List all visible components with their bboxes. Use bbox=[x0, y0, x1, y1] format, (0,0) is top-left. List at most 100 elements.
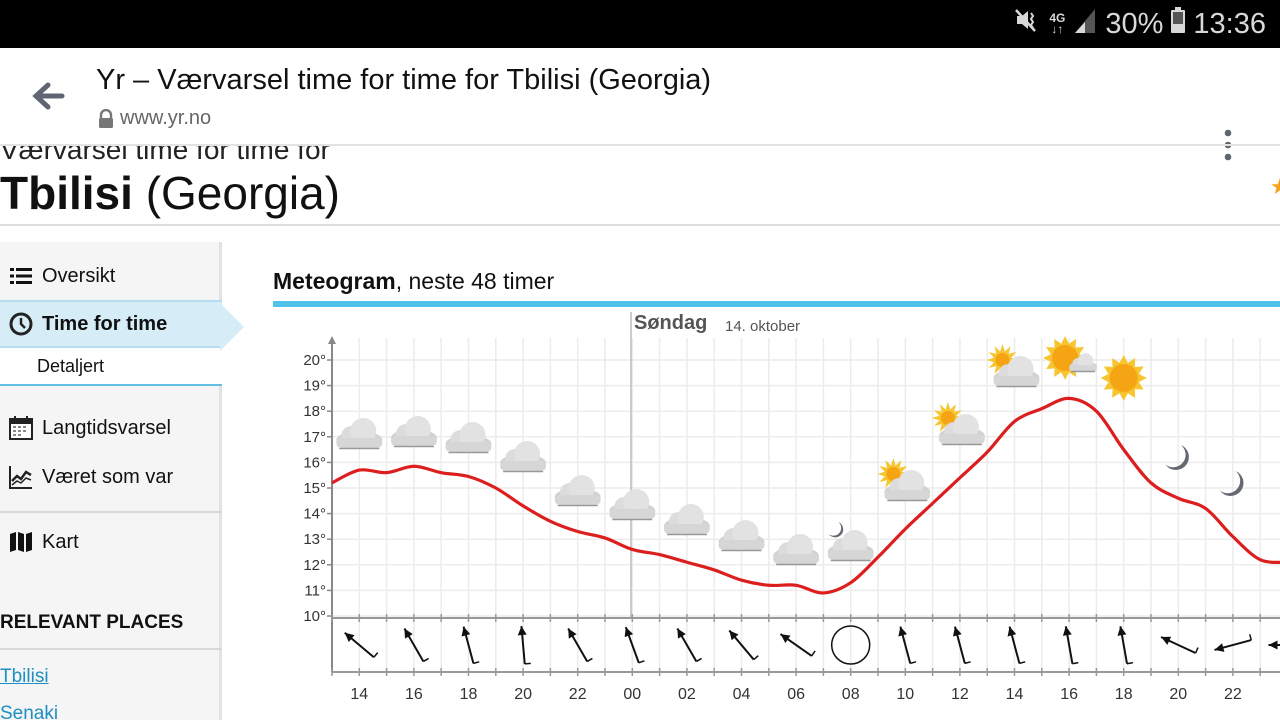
svg-text:02: 02 bbox=[678, 686, 696, 703]
svg-text:10: 10 bbox=[896, 686, 914, 703]
browser-page-title: Yr – Værvarsel time for time for Tbilisi… bbox=[96, 64, 712, 96]
meteogram-title-bold: Meteogram bbox=[273, 268, 396, 294]
wind-arrow-icon bbox=[1268, 640, 1280, 650]
clear-night-icon bbox=[1219, 471, 1244, 497]
svg-text:04: 04 bbox=[733, 686, 751, 703]
cloudy-icon bbox=[500, 441, 547, 473]
sidebar-item-langtidsvarsel[interactable]: Langtidsvarsel bbox=[0, 406, 222, 450]
sidebar-item-label: Kart bbox=[42, 530, 79, 553]
sidebar-item-label: Langtidsvarsel bbox=[42, 416, 171, 439]
battery-icon bbox=[1171, 7, 1186, 41]
status-bar: 4G ↓↑ 30% 13:36 bbox=[0, 0, 1280, 48]
wind-arrow-icon bbox=[1062, 626, 1079, 665]
divider bbox=[0, 224, 1280, 226]
wind-arrow-icon bbox=[1007, 626, 1026, 665]
meteogram-title-rest: , neste 48 timer bbox=[395, 268, 555, 294]
cloudy-night-icon bbox=[827, 522, 874, 562]
divider bbox=[0, 511, 222, 513]
svg-text:00: 00 bbox=[623, 686, 641, 703]
page-content: Værvarsel time for time for Tbilisi (Geo… bbox=[0, 144, 1280, 720]
sidebar-item-oversikt[interactable]: Oversikt bbox=[0, 254, 222, 298]
url-text: www.yr.no bbox=[120, 107, 212, 129]
day-label: Søndag bbox=[634, 312, 708, 334]
svg-text:16: 16 bbox=[1060, 686, 1078, 703]
cloudy-icon bbox=[609, 489, 656, 521]
sidebar-item-detaljert[interactable]: Detaljert bbox=[0, 348, 222, 386]
sidebar-item-label: Været som var bbox=[42, 465, 174, 488]
svg-text:16°: 16° bbox=[303, 454, 326, 471]
partly-cloudy-day-icon bbox=[986, 344, 1040, 388]
wind-arrow-icon bbox=[898, 626, 917, 665]
place-country: (Georgia) bbox=[145, 167, 340, 219]
page-title: Tbilisi (Georgia) bbox=[0, 166, 340, 220]
sidebar-item-time-for-time[interactable]: Time for time bbox=[0, 300, 222, 348]
cloudy-icon bbox=[663, 504, 710, 536]
signal-icon bbox=[1073, 7, 1097, 41]
svg-text:17°: 17° bbox=[303, 429, 326, 446]
cloudy-icon bbox=[445, 422, 492, 454]
clock-time: 13:36 bbox=[1193, 7, 1266, 40]
svg-text:08: 08 bbox=[842, 686, 860, 703]
relevant-places-heading: RELEVANT PLACES bbox=[0, 612, 184, 633]
svg-text:18: 18 bbox=[1115, 686, 1133, 703]
clock-icon bbox=[8, 312, 34, 336]
cloudy-icon bbox=[718, 520, 765, 552]
list-icon bbox=[8, 264, 34, 288]
svg-text:12: 12 bbox=[951, 686, 969, 703]
relevant-place-link[interactable]: Tbilisi bbox=[0, 666, 49, 687]
svg-text:13°: 13° bbox=[303, 531, 326, 548]
wind-arrow-icon bbox=[567, 628, 593, 663]
lock-icon bbox=[99, 108, 113, 128]
svg-text:14: 14 bbox=[350, 686, 368, 703]
clear-day-icon bbox=[1100, 355, 1147, 401]
svg-text:15°: 15° bbox=[303, 480, 326, 497]
meteogram-chart: 10° 11° 12° 13° 14° 15° 16° 17° 18° 19° 20° 14 16 18 2… bbox=[303, 312, 1280, 703]
relevant-place-link[interactable]: Senaki bbox=[0, 703, 59, 720]
svg-text:20°: 20° bbox=[303, 352, 326, 369]
fair-day-icon bbox=[1043, 336, 1097, 380]
svg-text:22: 22 bbox=[569, 686, 587, 703]
clear-night-icon bbox=[1165, 445, 1189, 471]
meteogram-title: Meteogram, neste 48 timer bbox=[273, 268, 554, 295]
cloudy-icon bbox=[773, 534, 820, 566]
sidebar-item-label: Detaljert bbox=[37, 355, 105, 376]
svg-text:20: 20 bbox=[1169, 686, 1187, 703]
wind-arrow-icon bbox=[344, 632, 379, 658]
svg-text:10°: 10° bbox=[303, 608, 326, 625]
partly-cloudy-day-icon bbox=[877, 458, 931, 502]
page-subheading: Værvarsel time for time for bbox=[0, 144, 330, 165]
wind-arrow-icon bbox=[779, 633, 816, 657]
wind-arrow-icon bbox=[461, 626, 480, 665]
arrow-left-icon bbox=[32, 82, 65, 110]
sidebar-item-vaeret-som-var[interactable]: Været som var bbox=[0, 455, 222, 499]
sidebar-item-kart[interactable]: Kart bbox=[0, 520, 222, 564]
meteogram-accent-bar bbox=[273, 301, 1280, 307]
svg-text:11°: 11° bbox=[304, 582, 326, 599]
4g-data-icon: 4G ↓↑ bbox=[1049, 11, 1066, 36]
browser-toolbar bbox=[0, 48, 1280, 161]
svg-text:18°: 18° bbox=[303, 403, 326, 420]
battery-percent: 30% bbox=[1105, 7, 1164, 40]
back-button[interactable] bbox=[28, 76, 68, 116]
wind-arrow-icon bbox=[517, 625, 531, 665]
wind-arrow-icon bbox=[952, 626, 971, 665]
temperature-line bbox=[331, 396, 1280, 595]
svg-text:06: 06 bbox=[787, 686, 805, 703]
url-display[interactable]: www.yr.no bbox=[98, 107, 211, 130]
cloudy-icon bbox=[554, 475, 601, 507]
svg-text:20: 20 bbox=[514, 686, 532, 703]
cloudy-icon bbox=[336, 418, 383, 450]
divider bbox=[0, 648, 222, 650]
map-icon bbox=[8, 530, 34, 554]
cloudy-icon bbox=[390, 416, 437, 448]
chart-line-icon bbox=[8, 465, 34, 489]
wind-arrow-icon bbox=[728, 629, 759, 661]
wind-arrow-icon bbox=[1214, 634, 1252, 652]
sidebar-item-label: Time for time bbox=[42, 312, 168, 335]
svg-text:22: 22 bbox=[1224, 686, 1242, 703]
favorite-star-icon[interactable]: ★ bbox=[1270, 174, 1280, 200]
wind-arrow-icon bbox=[676, 628, 702, 663]
calendar-icon bbox=[8, 416, 34, 440]
svg-text:16: 16 bbox=[405, 686, 423, 703]
partly-cloudy-day-icon bbox=[931, 402, 985, 446]
